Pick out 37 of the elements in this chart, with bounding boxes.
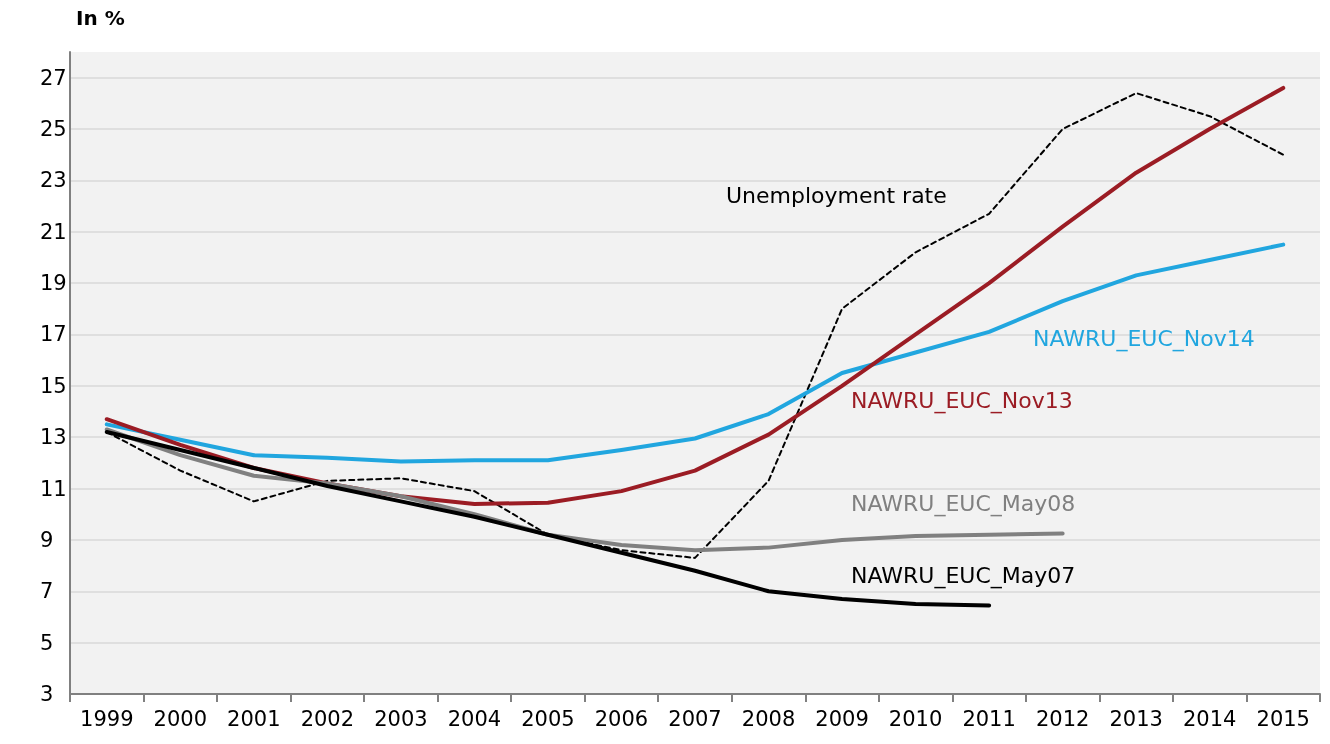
x-tick-label: 2013 <box>1109 706 1163 731</box>
x-tick-label: 2002 <box>300 706 355 731</box>
x-tick-label: 2014 <box>1182 706 1237 731</box>
x-tick-label: 2010 <box>888 706 943 731</box>
y-tick-label: 17 <box>40 322 67 347</box>
series-label: NAWRU_EUC_Nov13 <box>851 387 1073 414</box>
y-tick-label: 13 <box>40 425 67 450</box>
y-tick-label: 9 <box>40 527 54 552</box>
x-tick-label: 2006 <box>594 706 649 731</box>
y-tick-label: 21 <box>40 219 67 244</box>
y-tick-label: 5 <box>40 630 54 655</box>
x-tick-label: 2007 <box>668 706 722 731</box>
x-tick-label: 2009 <box>815 706 869 731</box>
y-tick-label: 25 <box>40 117 67 142</box>
x-tick-label: 2004 <box>447 706 502 731</box>
series-label: NAWRU_EUC_May08 <box>851 490 1076 517</box>
x-tick-label: 2015 <box>1256 706 1310 731</box>
y-tick-label: 19 <box>40 271 67 296</box>
x-tick-label: 2005 <box>521 706 575 731</box>
y-axis-title: In % <box>76 6 125 30</box>
x-tick-label: 2003 <box>374 706 428 731</box>
line-series <box>104 242 1286 464</box>
y-tick-label: 7 <box>40 579 54 604</box>
y-tick-label: 15 <box>40 373 67 398</box>
y-tick-label: 23 <box>40 168 67 193</box>
x-tick-label: 2000 <box>153 706 208 731</box>
series-label: NAWRU_EUC_May07 <box>851 562 1076 589</box>
series-label: Unemployment rate <box>726 182 947 208</box>
x-tick-label: 1999 <box>80 706 134 731</box>
series-label: NAWRU_EUC_Nov14 <box>1033 325 1255 352</box>
x-tick-label: 2012 <box>1035 706 1090 731</box>
x-tick-label: 2011 <box>962 706 1016 731</box>
y-tick-label: 27 <box>40 65 67 90</box>
x-tick-label: 2008 <box>741 706 796 731</box>
y-tick-label: 3 <box>40 682 54 706</box>
y-tick-label: 11 <box>40 476 67 501</box>
x-tick-label: 2001 <box>227 706 281 731</box>
